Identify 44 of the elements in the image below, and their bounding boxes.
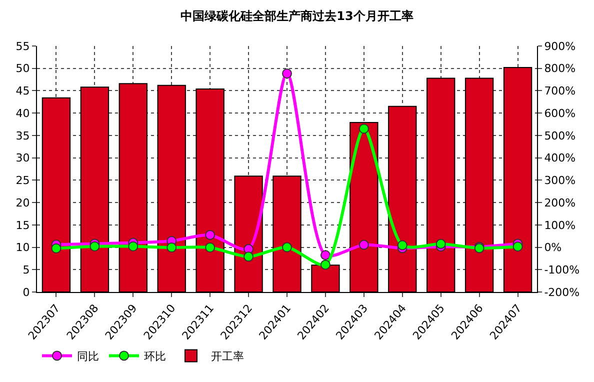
y-tick-label: 0 xyxy=(22,286,30,299)
y-tick-label: 55 xyxy=(16,40,30,53)
y2-tick-label: 700% xyxy=(544,84,576,98)
y2-tick-label: -100% xyxy=(544,263,580,276)
point xyxy=(128,241,138,252)
point xyxy=(320,250,330,260)
point xyxy=(282,242,292,252)
legend-label: 开工率 xyxy=(211,350,244,363)
point xyxy=(244,252,254,262)
y2-tick-label: 500% xyxy=(544,129,576,142)
point xyxy=(436,238,446,249)
y-tick-label: 25 xyxy=(16,174,30,188)
y-tick-label: 35 xyxy=(16,129,30,142)
y-tick-label: 50 xyxy=(16,62,30,76)
y2-tick-label: 400% xyxy=(544,152,576,165)
point xyxy=(205,242,216,252)
y-tick-label: 10 xyxy=(16,241,30,254)
y2-tick-label: 200% xyxy=(544,196,576,210)
legend-label: 环比 xyxy=(144,350,166,363)
y2-tick-label: 600% xyxy=(544,106,576,120)
point xyxy=(282,68,292,79)
point xyxy=(90,241,100,252)
point xyxy=(358,124,369,134)
chart-title: 中国绿碳化硅全部生产商过去13个月开工率 xyxy=(180,8,414,23)
y2-tick-label: 800% xyxy=(544,62,576,76)
y-tick-label: 45 xyxy=(16,84,30,98)
point xyxy=(397,240,408,250)
y2-tick-label: 100% xyxy=(544,218,576,232)
y2-tick-label: -200% xyxy=(544,286,580,299)
y2-tick-label: 900% xyxy=(544,40,576,53)
point xyxy=(205,230,216,240)
y-tick-label: 5 xyxy=(22,263,30,276)
y-tick-label: 40 xyxy=(16,106,30,120)
y-tick-label: 30 xyxy=(16,152,30,165)
legend-label: 同比 xyxy=(77,350,99,363)
point xyxy=(51,243,62,254)
point xyxy=(166,242,177,252)
y2-tick-label: 0% xyxy=(544,241,562,254)
y-tick-label: 15 xyxy=(16,218,30,232)
y2-tick-label: 300% xyxy=(544,174,576,188)
point xyxy=(358,240,369,250)
point xyxy=(512,242,523,252)
y-tick-label: 20 xyxy=(16,196,30,210)
point xyxy=(320,260,330,270)
